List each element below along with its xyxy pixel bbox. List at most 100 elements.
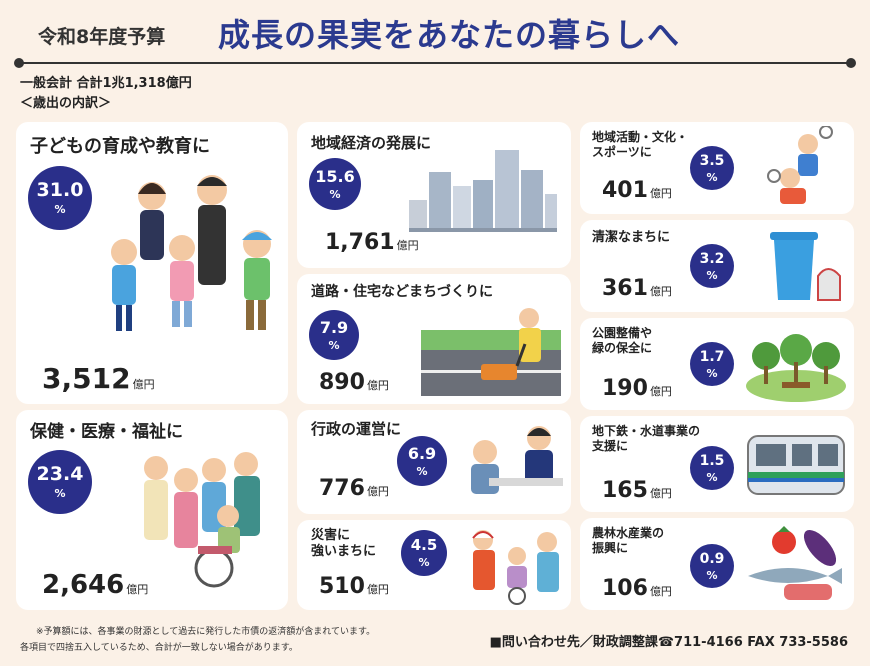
- category-label: 農林水産業の 振興に: [592, 526, 664, 556]
- footnote: 各項目で四捨五入しているため、合計が一致しない場合があります。: [20, 643, 298, 653]
- category-label-line: 農林水産業の: [592, 526, 665, 540]
- office-counter-illustration: [471, 426, 563, 494]
- amount-value: 510: [319, 574, 365, 599]
- percent-value: 6.9: [407, 443, 437, 463]
- category-label-line: 支援に: [592, 439, 629, 453]
- card-roads-housing: 道路・住宅などまちづくりに 7.9 % 890 億円: [297, 274, 571, 404]
- amount-unit: 億円: [649, 385, 672, 398]
- percent-unit: %: [329, 187, 341, 201]
- header-divider: [14, 58, 856, 68]
- amount: 3,512 億円: [42, 362, 155, 395]
- amount-unit: 億円: [366, 485, 389, 498]
- category-label: 災害に 強いまちに: [311, 528, 376, 561]
- subway-train-illustration: [747, 435, 845, 495]
- amount-value: 3,512: [42, 362, 131, 395]
- percent-value: 0.9: [699, 550, 725, 567]
- amount-unit: 億円: [132, 378, 155, 391]
- amount: 401 億円: [602, 178, 672, 203]
- percent-unit: %: [706, 470, 718, 484]
- category-label-line: 地下鉄・水道事業の: [592, 424, 701, 438]
- amount-unit: 億円: [649, 585, 672, 598]
- amount-value: 190: [602, 376, 648, 401]
- amount-unit: 億円: [649, 187, 672, 200]
- disaster-relief-illustration: [472, 530, 559, 605]
- category-label: 清潔なまちに: [592, 230, 671, 245]
- amount: 1,761 億円: [325, 230, 419, 255]
- percent-badge: 23.4 %: [28, 450, 92, 514]
- percent-value: 3.5: [699, 152, 725, 169]
- percent-unit: %: [328, 338, 340, 352]
- amount-value: 890: [319, 370, 365, 395]
- card-agriculture-fisheries: 農林水産業の 振興に 0.9 % 106 億円: [580, 518, 854, 610]
- category-label: 地域活動・文化・ スポーツに: [592, 130, 688, 160]
- percent-value: 1.7: [699, 348, 725, 365]
- percent-badge: 1.7 %: [690, 342, 734, 386]
- amount: 510 億円: [319, 574, 389, 599]
- percent-unit: %: [416, 464, 428, 478]
- page-title: 成長の果実をあなたの暮らしへ: [218, 16, 681, 54]
- category-label: 保健・医療・福祉に: [30, 422, 183, 442]
- percent-unit: %: [706, 268, 718, 282]
- card-culture-sports: 地域活動・文化・ スポーツに 3.5 % 401 億円: [580, 122, 854, 214]
- amount: 776 億円: [319, 476, 389, 501]
- card-health-welfare: 保健・医療・福祉に 23.4 % 2,646 億円: [16, 410, 288, 610]
- percent-badge: 15.6 %: [309, 158, 361, 210]
- amount-unit: 億円: [396, 239, 419, 252]
- amount-value: 1,761: [325, 230, 395, 255]
- percent-badge: 3.2 %: [690, 244, 734, 288]
- category-label: 行政の運営に: [311, 420, 402, 438]
- percent-value: 31.0: [36, 179, 84, 201]
- percent-unit: %: [54, 487, 66, 500]
- amount-value: 401: [602, 178, 648, 203]
- amount-unit: 億円: [649, 285, 672, 298]
- card-children-education: 子どもの育成や教育に 31.0 % 3,512 億円: [16, 122, 288, 404]
- category-label-line: 地域活動・文化・: [592, 130, 689, 144]
- amount-value: 165: [602, 478, 648, 503]
- amount-unit: 億円: [649, 487, 672, 500]
- healthcare-illustration: [144, 452, 260, 588]
- percent-badge: 3.5 %: [690, 146, 734, 190]
- percent-value: 15.6: [315, 166, 355, 186]
- category-label-line: 強いまちに: [311, 544, 377, 560]
- amount: 106 億円: [602, 576, 672, 601]
- percent-unit: %: [54, 203, 66, 216]
- card-clean-city: 清潔なまちに 3.2 % 361 億円: [580, 220, 854, 312]
- percent-badge: 0.9 %: [690, 544, 734, 588]
- percent-badge: 4.5 %: [401, 530, 447, 576]
- category-label: 地域経済の発展に: [311, 134, 432, 152]
- amount-value: 2,646: [42, 570, 125, 600]
- card-administration: 行政の運営に 6.9 % 776 億円: [297, 410, 571, 514]
- percent-unit: %: [706, 366, 718, 380]
- amount: 190 億円: [602, 376, 672, 401]
- category-label-line: スポーツに: [592, 145, 652, 159]
- category-label: 子どもの育成や教育に: [30, 136, 210, 157]
- produce-fish-illustration: [748, 526, 842, 600]
- contact-info: ■問い合わせ先／財政調整課☎711-4166 FAX 733-5586: [489, 635, 848, 650]
- percent-value: 7.9: [319, 317, 349, 337]
- amount-value: 106: [602, 576, 648, 601]
- category-label-line: 公園整備や: [592, 326, 653, 340]
- amount-unit: 億円: [366, 379, 389, 392]
- percent-badge: 6.9 %: [397, 436, 447, 486]
- percent-value: 4.5: [410, 536, 438, 554]
- category-label-line: 災害に: [311, 528, 351, 543]
- percent-badge: 31.0 %: [28, 166, 92, 230]
- category-label: 道路・住宅などまちづくりに: [311, 284, 493, 300]
- amount: 165 億円: [602, 478, 672, 503]
- budget-year: 令和8年度予算: [38, 26, 166, 48]
- category-label: 地下鉄・水道事業の 支援に: [592, 424, 700, 454]
- percent-value: 3.2: [699, 250, 725, 267]
- city-buildings-illustration: [409, 150, 557, 232]
- amount-value: 776: [319, 476, 365, 501]
- trash-bin-illustration: [770, 232, 841, 301]
- road-construction-illustration: [421, 308, 561, 396]
- amount-unit: 億円: [126, 583, 149, 596]
- percent-value: 23.4: [36, 463, 84, 485]
- sports-illustration: [767, 126, 833, 204]
- amount-value: 361: [602, 276, 648, 301]
- percent-unit: %: [418, 556, 430, 569]
- card-parks-greenery: 公園整備や 緑の保全に 1.7 % 190 億円: [580, 318, 854, 410]
- percent-value: 1.5: [699, 452, 725, 469]
- children-illustration: [111, 175, 272, 331]
- amount: 361 億円: [602, 276, 672, 301]
